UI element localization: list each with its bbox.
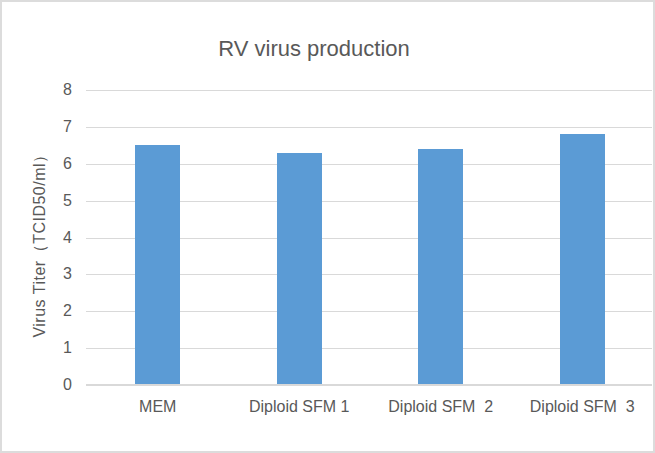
x-axis-label-diploid-sfm-1: Diploid SFM 1 [229,396,371,418]
gridline-y-7 [86,127,652,128]
y-tick-label-7: 7 [2,117,72,137]
y-tick-label-0: 0 [2,375,72,395]
x-axis-line [86,384,652,386]
y-tick-label-1: 1 [2,338,72,358]
chart-title: RV virus production [218,36,410,62]
y-tick-label-4: 4 [2,228,72,248]
bar-mem [135,145,180,385]
y-tick-label-6: 6 [2,154,72,174]
y-tick-label-3: 3 [2,264,72,284]
gridline-y-8 [86,90,652,91]
bar-diploid-sfm-1 [277,153,322,385]
plot-area [87,90,653,385]
bar-diploid-sfm-3 [560,134,605,385]
y-tick-label-2: 2 [2,301,72,321]
bar-diploid-sfm-2 [418,149,463,385]
x-axis-label-mem: MEM [87,396,229,418]
x-axis-label-diploid-sfm-3: Diploid SFM 3 [512,396,654,418]
y-tick-label-8: 8 [2,80,72,100]
x-axis-label-diploid-sfm-2: Diploid SFM 2 [370,396,512,418]
y-tick-label-5: 5 [2,191,72,211]
chart-frame: RV virus production Virus Titer（TCID50/m… [0,0,655,453]
